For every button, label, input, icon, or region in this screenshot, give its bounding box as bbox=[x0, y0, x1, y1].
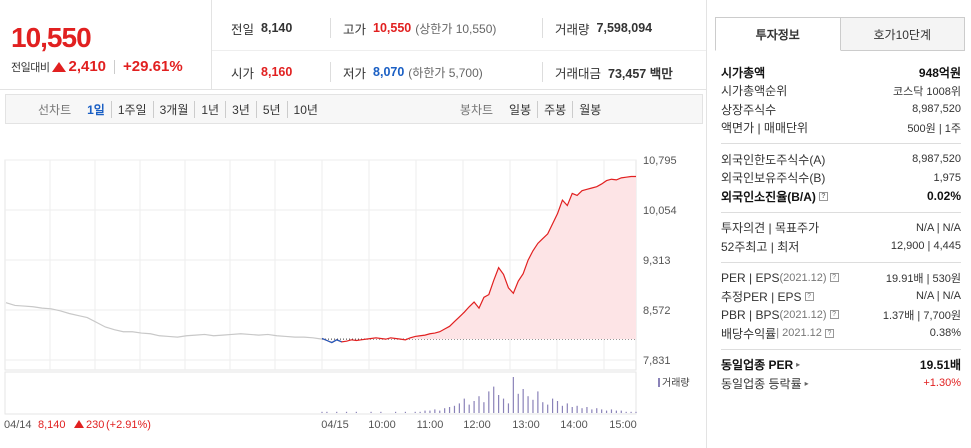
stats-row-2: 시가 8,160 저가 8,070 (하한가 5,700) 거래대금 73,45… bbox=[212, 50, 706, 94]
period-1w[interactable]: 1주일 bbox=[110, 100, 153, 118]
x-tick-label: 11:00 bbox=[417, 419, 444, 431]
prev-day-change: 230 bbox=[86, 419, 104, 431]
candle-monthly[interactable]: 월봉 bbox=[572, 100, 607, 118]
change-label: 전일대비 bbox=[11, 61, 50, 74]
stats-row-1: 전일 8,140 고가 10,550 (상한가 10,550) 거래량 7,59… bbox=[212, 6, 706, 51]
prev-day-series-line bbox=[5, 302, 323, 340]
trade-value-stat: 거래대금 73,457 백만 bbox=[542, 62, 673, 82]
period-1d[interactable]: 1일 bbox=[87, 102, 105, 117]
quote-stats: 전일 8,140 고가 10,550 (상한가 10,550) 거래량 7,59… bbox=[212, 0, 706, 90]
volume-legend-swatch bbox=[658, 378, 660, 387]
open-value: 8,160 bbox=[261, 65, 293, 79]
y-tick-label: 8,572 bbox=[643, 305, 671, 317]
period-5y[interactable]: 5년 bbox=[255, 100, 287, 118]
today-area-fill bbox=[322, 176, 636, 340]
change-value: 2,410 bbox=[68, 58, 107, 75]
today-series-line bbox=[321, 175, 636, 344]
invest-info-list: 시가총액 948억원 시가총액순위 코스닥 1008위 상장주식수 8,987,520… bbox=[721, 60, 961, 399]
industry-per-link[interactable]: 동일업종 PER bbox=[721, 358, 794, 373]
candle-daily[interactable]: 일봉 bbox=[509, 102, 532, 117]
price-change-row: 전일대비 2,410 +29.61% bbox=[11, 58, 183, 75]
up-arrow-icon bbox=[74, 420, 84, 428]
arrow-right-icon: ▸ bbox=[796, 360, 801, 370]
y-tick-label: 10,054 bbox=[643, 205, 677, 217]
x-tick-label: 14:00 bbox=[560, 419, 588, 431]
volume-value: 7,598,094 bbox=[596, 21, 653, 35]
y-tick-label: 7,831 bbox=[643, 355, 671, 367]
valuation-section: PER | EPS (2021.12)? 19.91배 | 530원 추정PER |… bbox=[721, 263, 961, 350]
low-stat: 저가 8,070 (하한가 5,700) bbox=[330, 62, 483, 82]
trade-value: 73,457 백만 bbox=[608, 66, 673, 81]
open-stat: 시가 8,160 bbox=[231, 65, 293, 81]
prev-close-stat: 전일 8,140 bbox=[231, 21, 293, 37]
intraday-price-chart: 10,795 10,054 9,313 8,572 7,831 거래량 04/15 10:00… bbox=[4, 155, 690, 431]
help-icon[interactable]: ? bbox=[804, 291, 814, 301]
tab-orderbook[interactable]: 호가10단계 bbox=[840, 17, 965, 51]
x-tick-label: 10:00 bbox=[368, 419, 396, 431]
arrow-right-icon: ▸ bbox=[804, 378, 809, 388]
current-price-box: 10,550 전일대비 2,410 +29.61% bbox=[0, 0, 212, 90]
current-price: 10,550 bbox=[11, 22, 92, 53]
today-below-close-segment bbox=[321, 337, 342, 344]
prev-day-rate: (+2.91%) bbox=[106, 419, 151, 431]
high-value: 10,550 bbox=[373, 21, 412, 35]
y-tick-label: 9,313 bbox=[643, 255, 671, 267]
help-icon[interactable]: ? bbox=[829, 273, 839, 283]
x-tick-label: 12:00 bbox=[463, 419, 491, 431]
x-tick-label: 15:00 bbox=[609, 419, 637, 431]
info-tabs: 투자정보 호가10단계 bbox=[715, 17, 965, 51]
industry-section: 동일업종 PER ▸ 19.51배 동일업종 등락률 ▸ +1.30% bbox=[721, 358, 961, 391]
volume-frame bbox=[4, 371, 637, 415]
low-value: 8,070 bbox=[373, 65, 405, 79]
prev-close-value: 8,140 bbox=[261, 21, 293, 35]
lower-limit: (하한가 5,700) bbox=[408, 65, 483, 80]
candle-chart-periods: 봉차트 일봉 주봉 월봉 bbox=[460, 100, 607, 118]
period-3y[interactable]: 3년 bbox=[225, 100, 256, 118]
change-rate: +29.61% bbox=[123, 58, 183, 75]
y-tick-label: 10,795 bbox=[643, 155, 677, 167]
high-stat: 고가 10,550 (상한가 10,550) bbox=[330, 18, 496, 38]
market-cap-section: 시가총액 948억원 시가총액순위 코스닥 1008위 상장주식수 8,987,520… bbox=[721, 60, 961, 144]
industry-change-link[interactable]: 동일업종 등락률 bbox=[721, 376, 802, 391]
chart-period-bar: 선차트 1일 1주일 3개월 1년 3년 5년 10년 봉차트 일봉 주봉 월봉 bbox=[5, 94, 703, 124]
prev-day-close: 8,140 bbox=[38, 419, 66, 431]
x-tick-label: 04/15 bbox=[321, 419, 349, 431]
tab-invest-info[interactable]: 투자정보 bbox=[715, 17, 841, 51]
stock-main-panel: 10,550 전일대비 2,410 +29.61% 전일 8,140 고가 10… bbox=[0, 0, 706, 431]
help-icon[interactable]: ? bbox=[824, 328, 834, 338]
opinion-section: 투자의견 | 목표주가 N/A | N/A 52주최고 | 최저 12,900 | … bbox=[721, 213, 961, 263]
help-icon[interactable]: ? bbox=[829, 310, 839, 320]
candle-weekly[interactable]: 주봉 bbox=[537, 100, 572, 118]
period-3m[interactable]: 3개월 bbox=[152, 100, 195, 118]
volume-legend-label: 거래량 bbox=[662, 377, 690, 389]
divider bbox=[114, 59, 116, 74]
invest-info-panel: 투자정보 호가10단계 시가총액 948억원 시가총액순위 코스닥 1008위 상장… bbox=[706, 0, 971, 448]
period-10y[interactable]: 10년 bbox=[286, 100, 324, 118]
line-chart-periods: 선차트 1일 1주일 3개월 1년 3년 5년 10년 bbox=[38, 100, 324, 118]
up-arrow-icon bbox=[52, 61, 67, 72]
foreign-holding-section: 외국인한도주식수(A) 8,987,520 외국인보유주식수(B) 1,975 외국… bbox=[721, 144, 961, 213]
upper-limit: (상한가 10,550) bbox=[415, 21, 497, 36]
x-tick-label: 13:00 bbox=[512, 419, 540, 431]
prev-day-date: 04/14 bbox=[4, 419, 32, 431]
period-1y[interactable]: 1년 bbox=[194, 100, 225, 118]
volume-stat: 거래량 7,598,094 bbox=[542, 18, 652, 38]
help-icon[interactable]: ? bbox=[818, 191, 828, 201]
